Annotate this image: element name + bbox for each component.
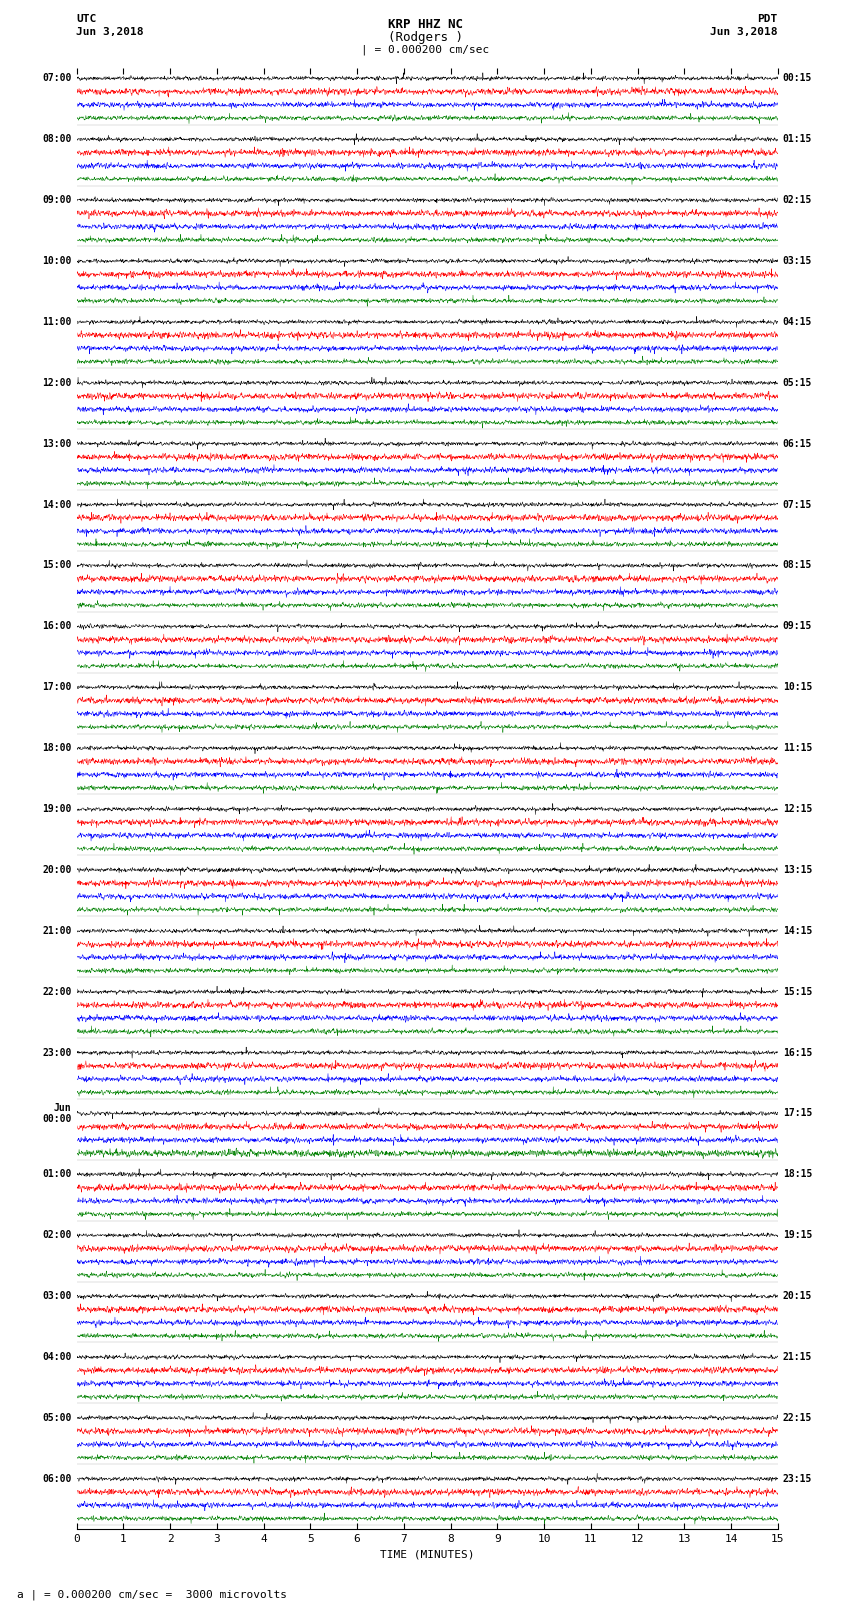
- Text: 20:00: 20:00: [42, 865, 71, 874]
- Text: 09:15: 09:15: [783, 621, 813, 631]
- Text: 01:15: 01:15: [783, 134, 813, 144]
- Text: Jun 3,2018: Jun 3,2018: [711, 27, 778, 37]
- Text: 18:00: 18:00: [42, 744, 71, 753]
- Text: 05:15: 05:15: [783, 377, 813, 387]
- Text: 08:15: 08:15: [783, 560, 813, 571]
- Text: Jun
00:00: Jun 00:00: [42, 1103, 71, 1124]
- Text: 07:00: 07:00: [42, 73, 71, 84]
- Text: 08:00: 08:00: [42, 134, 71, 144]
- Text: 23:00: 23:00: [42, 1047, 71, 1058]
- Text: 17:15: 17:15: [783, 1108, 813, 1118]
- Text: 18:15: 18:15: [783, 1169, 813, 1179]
- Text: 19:15: 19:15: [783, 1231, 813, 1240]
- Text: 12:15: 12:15: [783, 803, 813, 815]
- Text: KRP HHZ NC: KRP HHZ NC: [388, 18, 462, 31]
- Text: 06:00: 06:00: [42, 1474, 71, 1484]
- Text: 23:15: 23:15: [783, 1474, 813, 1484]
- Text: 10:00: 10:00: [42, 256, 71, 266]
- Text: 04:00: 04:00: [42, 1352, 71, 1361]
- Text: 11:00: 11:00: [42, 316, 71, 327]
- Text: 17:00: 17:00: [42, 682, 71, 692]
- Text: | = 0.000200 cm/sec: | = 0.000200 cm/sec: [361, 44, 489, 55]
- Text: 20:15: 20:15: [783, 1290, 813, 1302]
- Text: UTC: UTC: [76, 15, 97, 24]
- Text: 15:00: 15:00: [42, 560, 71, 571]
- Text: 13:15: 13:15: [783, 865, 813, 874]
- Text: 14:00: 14:00: [42, 500, 71, 510]
- Text: 07:15: 07:15: [783, 500, 813, 510]
- Text: 09:00: 09:00: [42, 195, 71, 205]
- Text: (Rodgers ): (Rodgers ): [388, 31, 462, 44]
- Text: 13:00: 13:00: [42, 439, 71, 448]
- X-axis label: TIME (MINUTES): TIME (MINUTES): [380, 1550, 474, 1560]
- Text: 16:15: 16:15: [783, 1047, 813, 1058]
- Text: 16:00: 16:00: [42, 621, 71, 631]
- Text: 10:15: 10:15: [783, 682, 813, 692]
- Text: 11:15: 11:15: [783, 744, 813, 753]
- Text: 15:15: 15:15: [783, 987, 813, 997]
- Text: 05:00: 05:00: [42, 1413, 71, 1423]
- Text: 03:00: 03:00: [42, 1290, 71, 1302]
- Text: 12:00: 12:00: [42, 377, 71, 387]
- Text: 00:15: 00:15: [783, 73, 813, 84]
- Text: 22:15: 22:15: [783, 1413, 813, 1423]
- Text: 14:15: 14:15: [783, 926, 813, 936]
- Text: 04:15: 04:15: [783, 316, 813, 327]
- Text: 21:15: 21:15: [783, 1352, 813, 1361]
- Text: 02:15: 02:15: [783, 195, 813, 205]
- Text: 01:00: 01:00: [42, 1169, 71, 1179]
- Text: 21:00: 21:00: [42, 926, 71, 936]
- Text: a | = 0.000200 cm/sec =  3000 microvolts: a | = 0.000200 cm/sec = 3000 microvolts: [17, 1589, 287, 1600]
- Text: PDT: PDT: [757, 15, 778, 24]
- Text: 03:15: 03:15: [783, 256, 813, 266]
- Text: 19:00: 19:00: [42, 803, 71, 815]
- Text: 02:00: 02:00: [42, 1231, 71, 1240]
- Text: 06:15: 06:15: [783, 439, 813, 448]
- Text: 22:00: 22:00: [42, 987, 71, 997]
- Text: Jun 3,2018: Jun 3,2018: [76, 27, 144, 37]
